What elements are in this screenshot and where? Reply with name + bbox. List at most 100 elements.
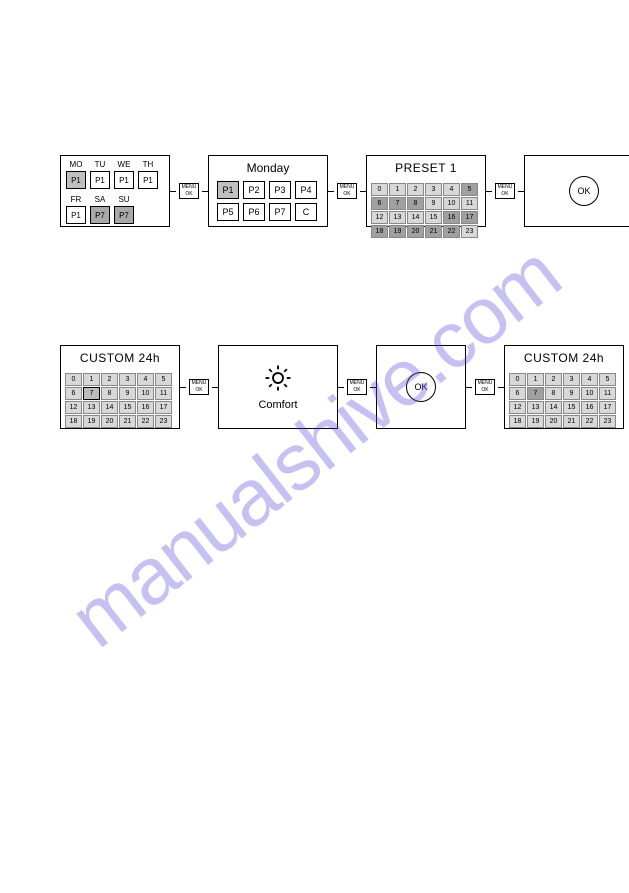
hour-cell[interactable]: 20 [101,415,118,428]
hour-cell[interactable]: 12 [509,401,526,414]
hour-cell[interactable]: 10 [581,387,598,400]
hour-cell[interactable]: 3 [119,373,136,386]
hour-cell[interactable]: 13 [83,401,100,414]
hour-cell[interactable]: 21 [119,415,136,428]
menu-ok-button[interactable]: MENU OK [495,183,515,199]
ok-button[interactable]: OK [569,176,599,206]
menu-ok-button[interactable]: MENU OK [475,379,495,395]
menu-ok-button[interactable]: MENU OK [347,379,367,395]
preset-button[interactable]: P3 [269,181,291,199]
hour-cell[interactable]: 17 [599,401,616,414]
hour-cell[interactable]: 16 [581,401,598,414]
hour-cell[interactable]: 17 [461,211,478,224]
hour-cell[interactable]: 21 [563,415,580,428]
hour-cell[interactable]: 20 [407,225,424,238]
hour-cell[interactable]: 8 [545,387,562,400]
hour-cell[interactable]: 7 [527,387,544,400]
hour-cell[interactable]: 4 [581,373,598,386]
hour-cell[interactable]: 3 [425,183,442,196]
hour-cell[interactable]: 1 [389,183,406,196]
hour-cell[interactable]: 18 [509,415,526,428]
preset-cell[interactable]: P1 [114,171,134,189]
hour-cell[interactable]: 16 [443,211,460,224]
hour-cell[interactable]: 7 [83,387,100,400]
hour-cell[interactable]: 18 [65,415,82,428]
hour-cell[interactable]: 5 [155,373,172,386]
connector [180,387,186,388]
hour-cell[interactable]: 11 [599,387,616,400]
hour-cell[interactable]: 18 [371,225,388,238]
hour-cell[interactable]: 10 [443,197,460,210]
connector [466,387,472,388]
hour-cell[interactable]: 23 [599,415,616,428]
hour-cell[interactable]: 21 [425,225,442,238]
preset-button[interactable]: P4 [295,181,317,199]
hour-cell[interactable]: 1 [83,373,100,386]
preset-cell[interactable]: P7 [90,206,110,224]
hour-cell[interactable]: 15 [425,211,442,224]
hour-cell[interactable]: 4 [443,183,460,196]
hour-cell[interactable]: 14 [407,211,424,224]
preset-cell[interactable]: P1 [90,171,110,189]
preset-cell[interactable]: P7 [114,206,134,224]
preset-cell[interactable]: P1 [66,206,86,224]
hour-cell[interactable]: 4 [137,373,154,386]
hour-cell[interactable]: 11 [461,197,478,210]
preset-button[interactable]: P2 [243,181,265,199]
hour-cell[interactable]: 14 [545,401,562,414]
preset-button[interactable]: C [295,203,317,221]
hour-cell[interactable]: 14 [101,401,118,414]
hour-cell[interactable]: 17 [155,401,172,414]
hour-cell[interactable]: 12 [371,211,388,224]
hour-cell[interactable]: 5 [599,373,616,386]
hour-cell[interactable]: 15 [119,401,136,414]
hour-cell[interactable]: 0 [65,373,82,386]
hour-cell[interactable]: 19 [527,415,544,428]
hour-cell[interactable]: 2 [545,373,562,386]
menu-ok-button[interactable]: MENU OK [179,183,199,199]
preset-button[interactable]: P7 [269,203,291,221]
hour-cell[interactable]: 22 [137,415,154,428]
hour-cell[interactable]: 11 [155,387,172,400]
hour-cell[interactable]: 1 [527,373,544,386]
hour-cell[interactable]: 6 [509,387,526,400]
hour-cell[interactable]: 23 [155,415,172,428]
hour-cell[interactable]: 13 [527,401,544,414]
hour-cell[interactable]: 2 [407,183,424,196]
hour-cell[interactable]: 3 [563,373,580,386]
hour-cell[interactable]: 12 [65,401,82,414]
preset-cell[interactable]: P1 [66,171,86,189]
hour-cell[interactable]: 6 [371,197,388,210]
hour-cell[interactable]: 19 [389,225,406,238]
hour-cell[interactable]: 8 [101,387,118,400]
day-mo: MO [66,160,86,169]
hour-cell[interactable]: 19 [83,415,100,428]
panel-title: CUSTOM 24h [61,346,179,371]
hour-cell[interactable]: 13 [389,211,406,224]
panel-ok: OK [524,155,629,227]
hour-cell[interactable]: 22 [581,415,598,428]
hour-cell[interactable]: 9 [563,387,580,400]
preset-button[interactable]: P1 [217,181,239,199]
menu-ok-button[interactable]: MENU OK [337,183,357,199]
ok-button[interactable]: OK [406,372,436,402]
hour-cell[interactable]: 20 [545,415,562,428]
hour-cell[interactable]: 9 [119,387,136,400]
hour-cell[interactable]: 7 [389,197,406,210]
hour-cell[interactable]: 6 [65,387,82,400]
hour-cell[interactable]: 5 [461,183,478,196]
hour-cell[interactable]: 9 [425,197,442,210]
hour-cell[interactable]: 0 [371,183,388,196]
hour-cell[interactable]: 15 [563,401,580,414]
hour-cell[interactable]: 23 [461,225,478,238]
hour-cell[interactable]: 2 [101,373,118,386]
hour-cell[interactable]: 22 [443,225,460,238]
hour-cell[interactable]: 10 [137,387,154,400]
preset-cell[interactable]: P1 [138,171,158,189]
preset-button[interactable]: P5 [217,203,239,221]
preset-button[interactable]: P6 [243,203,265,221]
menu-ok-button[interactable]: MENU OK [189,379,209,395]
hour-cell[interactable]: 0 [509,373,526,386]
hour-cell[interactable]: 16 [137,401,154,414]
hour-cell[interactable]: 8 [407,197,424,210]
